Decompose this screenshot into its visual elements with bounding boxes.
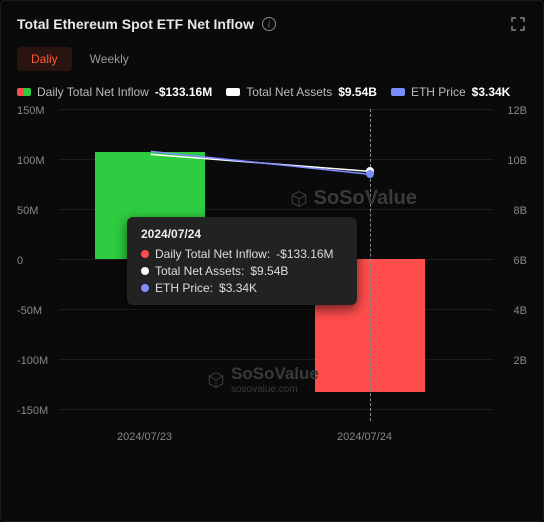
expand-icon[interactable] bbox=[509, 15, 527, 33]
legend-label: Daily Total Net Inflow bbox=[37, 85, 149, 99]
etf-card: Total Ethereum Spot ETF Net Inflow i Dal… bbox=[0, 0, 544, 522]
dot-icon bbox=[141, 284, 149, 292]
y-right-label: 8B bbox=[514, 205, 527, 217]
info-icon[interactable]: i bbox=[262, 17, 276, 31]
dot-icon bbox=[141, 250, 149, 258]
y-right-label: 6B bbox=[514, 255, 527, 267]
tooltip-row: Daily Total Net Inflow: -$133.16M bbox=[141, 247, 343, 261]
y-left-label: -50M bbox=[17, 305, 42, 317]
chart-area: 150M 100M 50M 0 -50M -100M -150M 12B 10B… bbox=[17, 109, 527, 449]
line-icon bbox=[391, 88, 405, 96]
bar-icon bbox=[17, 88, 31, 96]
card-title: Total Ethereum Spot ETF Net Inflow bbox=[17, 16, 254, 32]
legend-value: -$133.16M bbox=[155, 85, 212, 99]
y-left-label: 0 bbox=[17, 255, 23, 267]
tab-weekly[interactable]: Weekly bbox=[76, 47, 143, 71]
tooltip-row: Total Net Assets: $9.54B bbox=[141, 264, 343, 278]
tooltip-row: ETH Price: $3.34K bbox=[141, 281, 343, 295]
legend-label: ETH Price bbox=[411, 85, 466, 99]
tooltip-value: $3.34K bbox=[219, 281, 257, 295]
tooltip-value: -$133.16M bbox=[276, 247, 333, 261]
tooltip-value: $9.54B bbox=[250, 264, 288, 278]
legend-label: Total Net Assets bbox=[246, 85, 332, 99]
legend-total-assets[interactable]: Total Net Assets $9.54B bbox=[226, 85, 377, 99]
y-left-label: 100M bbox=[17, 155, 45, 167]
hover-point-blue bbox=[366, 170, 374, 178]
y-left-label: 150M bbox=[17, 105, 45, 117]
y-left-label: -100M bbox=[17, 355, 48, 367]
legend-value: $9.54B bbox=[338, 85, 377, 99]
y-left-label: -150M bbox=[17, 405, 48, 417]
line-icon bbox=[226, 88, 240, 96]
hover-tooltip: 2024/07/24 Daily Total Net Inflow: -$133… bbox=[127, 217, 357, 305]
x-label: 2024/07/24 bbox=[337, 431, 392, 443]
y-right-label: 10B bbox=[507, 155, 527, 167]
legend-value: $3.34K bbox=[472, 85, 511, 99]
y-right-label: 2B bbox=[514, 355, 527, 367]
time-tabs: Daliy Weekly bbox=[17, 47, 527, 71]
legend: Daily Total Net Inflow -$133.16M Total N… bbox=[17, 85, 527, 99]
card-header: Total Ethereum Spot ETF Net Inflow i bbox=[17, 15, 527, 33]
dot-icon bbox=[141, 267, 149, 275]
title-group: Total Ethereum Spot ETF Net Inflow i bbox=[17, 16, 276, 32]
legend-net-inflow[interactable]: Daily Total Net Inflow -$133.16M bbox=[17, 85, 212, 99]
x-label: 2024/07/23 bbox=[117, 431, 172, 443]
tab-daily[interactable]: Daliy bbox=[17, 47, 72, 71]
tooltip-label: ETH Price: bbox=[155, 281, 213, 295]
tooltip-label: Total Net Assets: bbox=[155, 264, 244, 278]
tooltip-label: Daily Total Net Inflow: bbox=[155, 247, 270, 261]
y-left-label: 50M bbox=[17, 205, 38, 217]
tooltip-date: 2024/07/24 bbox=[141, 227, 343, 241]
y-right-label: 4B bbox=[514, 305, 527, 317]
legend-eth-price[interactable]: ETH Price $3.34K bbox=[391, 85, 510, 99]
y-right-label: 12B bbox=[507, 105, 527, 117]
